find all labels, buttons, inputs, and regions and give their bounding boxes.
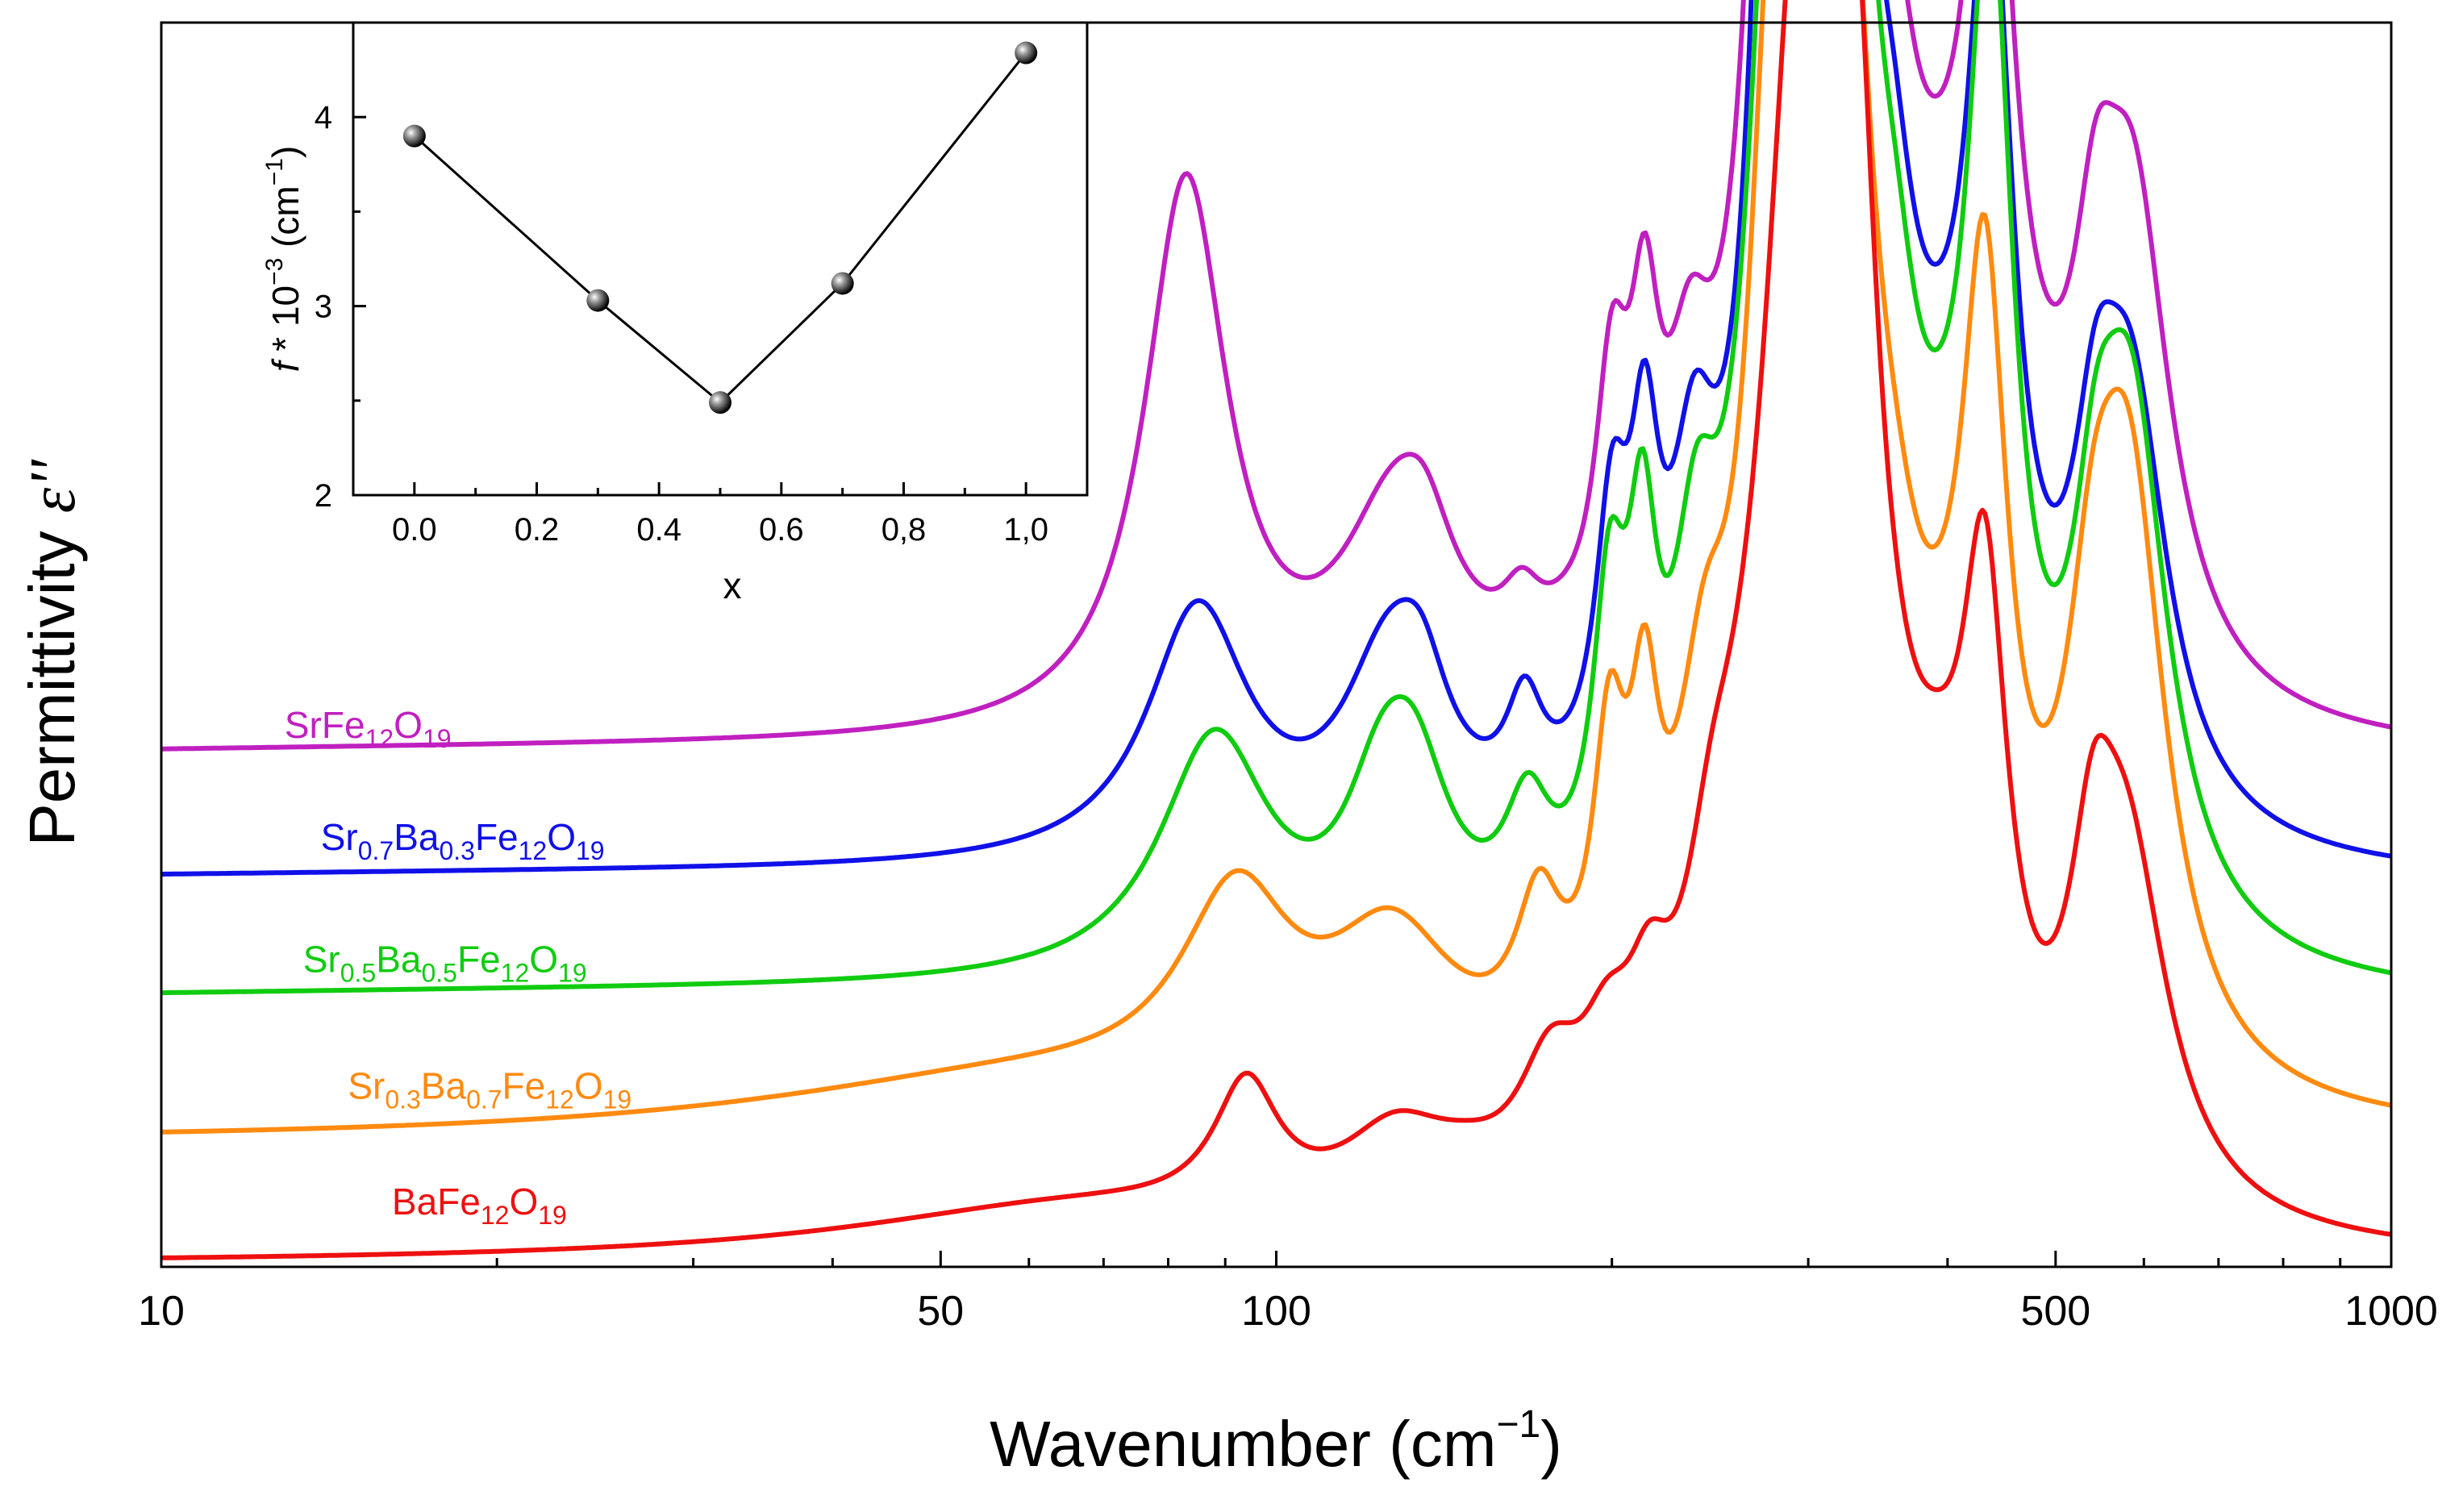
inset-x-tick-label: 0.6: [759, 512, 804, 548]
series-label-sr07: Sr0.7Ba0.3Fe12O19: [321, 816, 605, 865]
inset-axis-ticks: 0.0 0.2 0.4 0.6 0,8 1,0 2 3 4: [315, 21, 1048, 548]
inset-x-tick-label: 0.4: [636, 512, 681, 548]
inset-y-tick-label: 3: [315, 289, 332, 325]
series-line-sr05: [161, 0, 2392, 996]
inset-x-axis-title: x: [723, 564, 742, 606]
inset-y-tick-label: 2: [315, 478, 332, 514]
inset-x-tick-label: 0.0: [392, 512, 437, 548]
inset-plot: 0.0 0.2 0.4 0.6 0,8 1,0 2 3 4 x f * 10−3 (cm−1): [261, 21, 1089, 606]
inset-series: [402, 41, 1038, 414]
series-line-bafe: [160, 0, 2392, 1260]
x-tick-label: 1000: [2344, 1288, 2438, 1335]
series-line-sr03: [161, 0, 2392, 1135]
inset-data-point: [709, 391, 731, 414]
inset-data-point: [831, 272, 854, 295]
series-labels-group: SrFe12O19 Sr0.7Ba0.3Fe12O19 Sr0.5Ba0.5Fe12…: [285, 704, 631, 1230]
inset-y-tick-label: 4: [315, 100, 332, 135]
series-label-bafe: BaFe12O19: [392, 1181, 567, 1230]
y-axis-title: Permittivity ε'': [16, 459, 89, 847]
inset-data-point: [586, 289, 610, 312]
inset-plot-background: [353, 23, 1087, 495]
inset-x-tick-label: 1,0: [1003, 512, 1048, 548]
series-line-srfe: [161, 0, 2392, 752]
spectra-series-group: [160, 0, 2392, 1260]
inset-x-tick-label: 0,8: [881, 512, 927, 548]
series-label-srfe: SrFe12O19: [285, 704, 452, 753]
main-plot: SrFe12O19 Sr0.7Ba0.3Fe12O19 Sr0.5Ba0.5Fe12…: [16, 0, 2438, 1480]
x-tick-label: 500: [2020, 1288, 2090, 1335]
x-tick-label: 100: [1241, 1288, 1311, 1335]
inset-x-tick-label: 0.2: [515, 512, 560, 548]
series-label-sr03: Sr0.3Ba0.7Fe12O19: [348, 1065, 631, 1114]
inset-y-axis-title: f * 10−3 (cm−1): [261, 146, 306, 373]
series-label-sr05: Sr0.5Ba0.5Fe12O19: [303, 938, 587, 987]
inset-data-point: [1015, 41, 1038, 65]
inset-data-point: [402, 124, 426, 148]
x-tick-label: 10: [138, 1288, 185, 1335]
x-axis-title: Wavenumber (cm−1): [990, 1403, 1562, 1480]
series-line-sr07: [161, 0, 2392, 877]
x-tick-label: 50: [917, 1288, 964, 1335]
x-axis-ticks: 10 50 100 500 1000: [138, 1251, 2438, 1335]
